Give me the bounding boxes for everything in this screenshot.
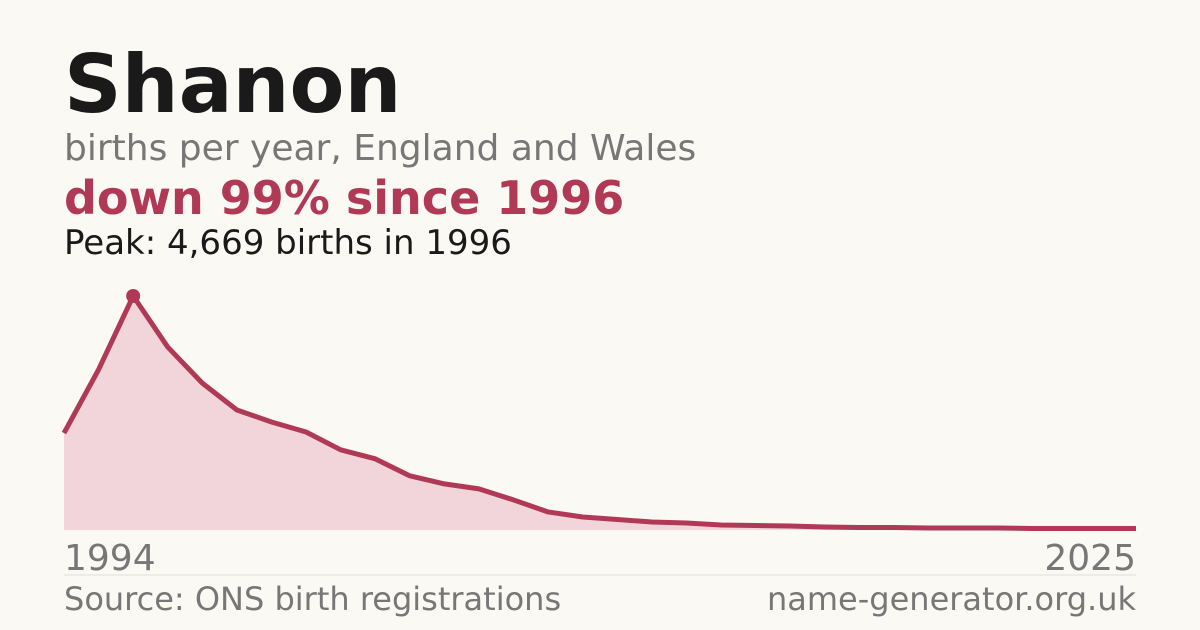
- x-tick-label: 1994: [64, 538, 156, 579]
- subtitle: births per year, England and Wales: [64, 128, 696, 169]
- line: [61, 293, 1136, 531]
- source: Source: ONS birth registrations: [64, 580, 561, 618]
- annotation: Peak: 4,669 births in 1996: [64, 223, 512, 263]
- x-tick-label: 2025: [1044, 538, 1136, 579]
- peak-marker: [126, 289, 141, 303]
- headline: down 99% since 1996: [64, 171, 624, 225]
- website: name-generator.org.uk: [767, 580, 1136, 618]
- area: [64, 296, 1136, 530]
- title: Shanon: [64, 38, 401, 131]
